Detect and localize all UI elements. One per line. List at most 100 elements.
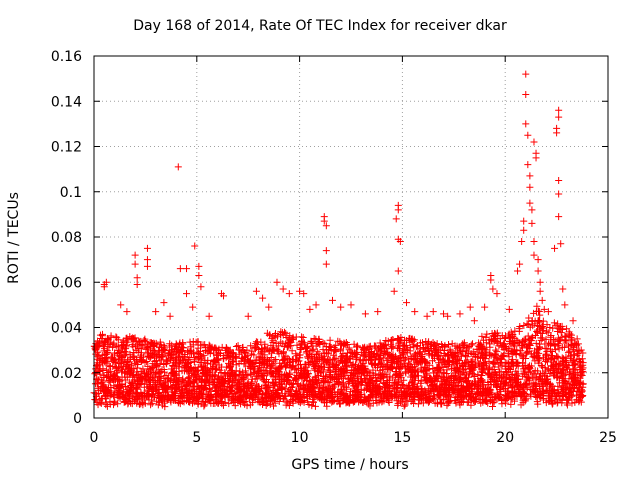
data-point: [540, 387, 548, 395]
data-point: [532, 380, 540, 388]
data-point: [110, 393, 118, 401]
data-point: [374, 361, 382, 369]
data-point: [388, 391, 396, 399]
data-point: [167, 370, 175, 378]
data-point: [419, 399, 427, 407]
data-point: [166, 340, 174, 348]
data-point: [175, 386, 183, 394]
data-point-outlier: [252, 287, 260, 295]
data-point: [380, 370, 388, 378]
data-point: [423, 397, 431, 405]
chart-title: Day 168 of 2014, Rate Of TEC Index for r…: [133, 18, 507, 34]
data-point: [515, 390, 523, 398]
data-point: [255, 353, 263, 361]
data-point: [110, 339, 118, 347]
data-point: [284, 377, 292, 385]
data-point: [369, 366, 377, 374]
data-point: [411, 354, 419, 362]
data-point: [568, 392, 576, 400]
data-point: [239, 376, 247, 384]
data-point: [397, 374, 405, 382]
data-point: [520, 367, 528, 375]
data-point: [491, 369, 499, 377]
data-point-outlier: [470, 317, 478, 325]
data-point: [349, 398, 357, 406]
data-point: [574, 387, 582, 395]
data-point: [146, 382, 154, 390]
data-point: [234, 385, 242, 393]
data-point-outlier: [312, 301, 320, 309]
data-point: [264, 395, 272, 403]
data-point: [380, 350, 388, 358]
data-point: [372, 377, 380, 385]
data-point: [474, 370, 482, 378]
data-point-outlier: [322, 222, 330, 230]
data-point: [436, 363, 444, 371]
data-point: [413, 384, 421, 392]
data-point: [523, 373, 531, 381]
data-point: [549, 324, 557, 332]
data-point: [156, 360, 164, 368]
data-point: [119, 391, 127, 399]
data-point-outlier: [374, 308, 382, 316]
data-point-outlier: [530, 138, 538, 146]
data-point: [298, 392, 306, 400]
data-point: [579, 380, 587, 388]
data-point: [140, 391, 148, 399]
data-point: [227, 386, 235, 394]
data-point: [554, 342, 562, 350]
data-point: [208, 375, 216, 383]
data-point: [190, 379, 198, 387]
data-point: [256, 399, 264, 407]
data-point: [529, 333, 537, 341]
data-point: [160, 361, 168, 369]
data-point: [223, 344, 231, 352]
data-point: [219, 401, 227, 409]
data-point: [144, 350, 152, 358]
data-point: [336, 400, 344, 408]
data-point: [246, 401, 254, 409]
data-point: [456, 347, 464, 355]
data-point: [425, 398, 433, 406]
data-point: [529, 386, 537, 394]
data-point: [353, 379, 361, 387]
data-point: [569, 370, 577, 378]
data-point: [534, 329, 542, 337]
data-point-outlier: [205, 312, 213, 320]
data-point: [350, 367, 358, 375]
data-point: [149, 360, 157, 368]
data-point: [225, 364, 233, 372]
data-point: [437, 373, 445, 381]
data-point: [553, 352, 561, 360]
data-point-outlier: [403, 299, 411, 307]
data-point: [157, 368, 165, 376]
data-point: [259, 376, 267, 384]
data-point: [198, 353, 206, 361]
data-point: [292, 362, 300, 370]
data-point: [303, 387, 311, 395]
data-point: [122, 383, 130, 391]
data-point-outlier: [530, 238, 538, 246]
data-point: [168, 347, 176, 355]
data-point: [308, 402, 316, 410]
data-point: [535, 307, 543, 315]
data-point: [179, 356, 187, 364]
data-point-outlier: [555, 213, 563, 221]
data-point: [460, 342, 468, 350]
data-point: [483, 388, 491, 396]
data-point: [311, 355, 319, 363]
data-point-outlier: [528, 219, 536, 227]
data-point: [96, 370, 104, 378]
data-point: [488, 374, 496, 382]
data-point: [576, 384, 584, 392]
data-point: [376, 367, 384, 375]
data-point: [133, 342, 141, 350]
data-point: [535, 340, 543, 348]
data-point: [415, 359, 423, 367]
data-point: [575, 346, 583, 354]
data-point: [303, 394, 311, 402]
data-point-outlier: [573, 335, 581, 343]
data-point: [523, 384, 531, 392]
data-point: [357, 375, 365, 383]
